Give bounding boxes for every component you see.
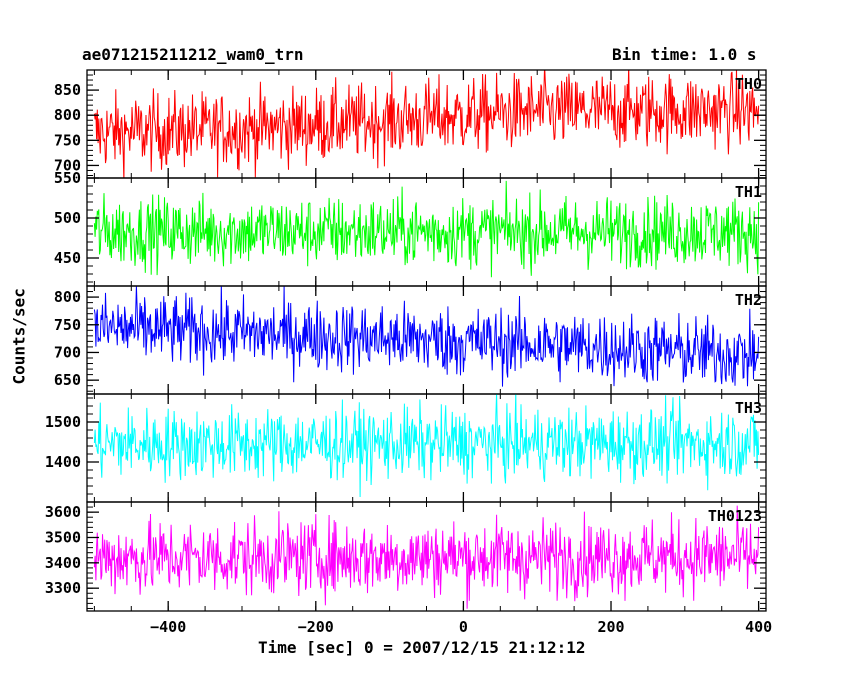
y-tick-label-th0123: 3300 bbox=[45, 579, 81, 597]
y-tick-label-th3: 1400 bbox=[45, 453, 81, 471]
y-tick-label-th1: 550 bbox=[54, 169, 81, 187]
y-tick-label-th2: 750 bbox=[54, 316, 81, 334]
y-tick-label-th0: 750 bbox=[54, 131, 81, 149]
series-th1 bbox=[93, 180, 760, 278]
x-tick-label: 0 bbox=[459, 618, 468, 636]
x-tick-label: −200 bbox=[298, 618, 334, 636]
y-tick-label-th0: 800 bbox=[54, 106, 81, 124]
series-th2 bbox=[93, 286, 760, 387]
x-tick-label: −400 bbox=[150, 618, 186, 636]
y-tick-label-th2: 700 bbox=[54, 343, 81, 361]
y-tick-label-th0123: 3500 bbox=[45, 528, 81, 546]
y-tick-label-th3: 1500 bbox=[45, 413, 81, 431]
panel-label-th1: TH1 bbox=[735, 183, 762, 201]
y-tick-label-th0123: 3600 bbox=[45, 503, 81, 521]
x-tick-label: 200 bbox=[597, 618, 624, 636]
series-th3 bbox=[93, 394, 760, 498]
panel-label-th0123: TH0123 bbox=[708, 507, 762, 525]
chart-title-right: Bin time: 1.0 s bbox=[612, 45, 757, 64]
x-tick-label: 400 bbox=[745, 618, 772, 636]
y-tick-label-th0: 850 bbox=[54, 81, 81, 99]
series-th0 bbox=[93, 70, 760, 178]
chart-title-left: ae071215211212_wam0_trn bbox=[82, 45, 304, 64]
y-tick-label-th0: 700 bbox=[54, 156, 81, 174]
y-tick-label-th1: 450 bbox=[54, 249, 81, 267]
series-th0123 bbox=[93, 505, 760, 609]
y-tick-label-th0123: 3400 bbox=[45, 554, 81, 572]
panel-label-th0: TH0 bbox=[735, 75, 762, 93]
y-tick-label-th2: 650 bbox=[54, 371, 81, 389]
panel-label-th2: TH2 bbox=[735, 291, 762, 309]
y-tick-label-th2: 800 bbox=[54, 288, 81, 306]
x-axis-label: Time [sec] 0 = 2007/12/15 21:12:12 bbox=[258, 638, 586, 657]
panel-label-th3: TH3 bbox=[735, 399, 762, 417]
y-tick-label-th1: 500 bbox=[54, 209, 81, 227]
